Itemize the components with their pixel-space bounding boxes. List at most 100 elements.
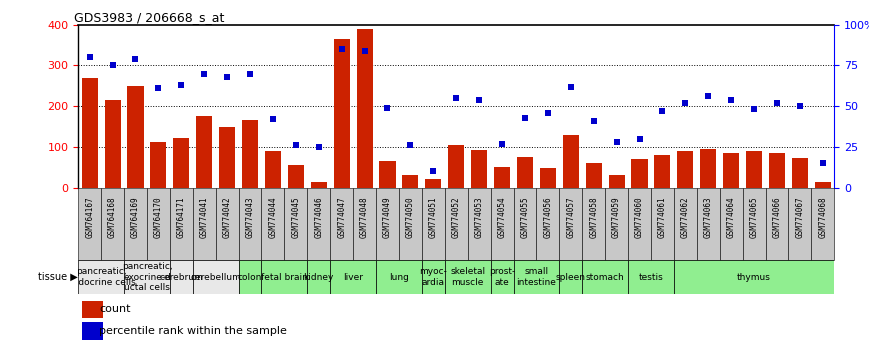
Point <box>518 115 532 120</box>
Text: GSM774050: GSM774050 <box>406 196 415 238</box>
Bar <box>193 260 239 294</box>
Bar <box>517 157 533 188</box>
Point <box>747 107 761 112</box>
Point <box>289 142 302 148</box>
Text: myoc-
ardia: myoc- ardia <box>420 267 448 287</box>
Bar <box>239 188 262 260</box>
Text: skeletal
muscle: skeletal muscle <box>450 267 485 287</box>
Bar <box>628 188 651 260</box>
Bar <box>82 322 103 340</box>
Point <box>106 63 120 68</box>
Bar <box>494 167 510 188</box>
Bar <box>743 188 766 260</box>
Text: GSM774064: GSM774064 <box>726 196 736 238</box>
Bar <box>445 260 491 294</box>
Text: GSM774068: GSM774068 <box>819 196 827 238</box>
Text: GSM764168: GSM764168 <box>108 196 117 238</box>
Point <box>243 71 257 76</box>
Text: prost-
ate: prost- ate <box>489 267 515 287</box>
Bar <box>628 260 673 294</box>
Bar <box>242 120 258 188</box>
Point <box>495 141 509 147</box>
Text: GSM774066: GSM774066 <box>773 196 781 238</box>
Point <box>335 46 348 52</box>
Text: GDS3983 / 206668_s_at: GDS3983 / 206668_s_at <box>75 11 225 24</box>
Text: GSM774041: GSM774041 <box>200 196 209 238</box>
Text: GSM774060: GSM774060 <box>635 196 644 238</box>
Bar <box>563 135 579 188</box>
Text: fetal brain: fetal brain <box>261 273 308 281</box>
Text: tissue ▶: tissue ▶ <box>38 272 78 282</box>
Point <box>312 144 326 150</box>
Text: GSM774065: GSM774065 <box>750 196 759 238</box>
Text: GSM774067: GSM774067 <box>795 196 805 238</box>
Bar <box>169 188 193 260</box>
Text: pancreatic,
exocrine-d
uctal cells: pancreatic, exocrine-d uctal cells <box>122 262 172 292</box>
Bar <box>82 301 103 318</box>
Bar <box>380 161 395 188</box>
Bar <box>173 138 189 188</box>
Text: GSM774042: GSM774042 <box>222 196 232 238</box>
Bar <box>560 260 582 294</box>
Point <box>381 105 395 111</box>
Bar <box>788 188 812 260</box>
Bar <box>150 142 167 188</box>
Text: GSM774051: GSM774051 <box>428 196 438 238</box>
Text: GSM764170: GSM764170 <box>154 196 163 238</box>
Text: GSM774063: GSM774063 <box>704 196 713 238</box>
Bar <box>101 188 124 260</box>
Point <box>793 103 806 109</box>
Bar <box>216 188 239 260</box>
Bar <box>608 176 625 188</box>
Text: cerebellum: cerebellum <box>190 273 241 281</box>
Text: stomach: stomach <box>586 273 625 281</box>
Text: spleen: spleen <box>556 273 586 281</box>
Point <box>655 108 669 114</box>
Point <box>151 85 165 91</box>
Text: GSM774055: GSM774055 <box>521 196 529 238</box>
Bar <box>169 260 193 294</box>
Bar <box>104 100 121 188</box>
Text: GSM774056: GSM774056 <box>543 196 553 238</box>
Point <box>587 118 600 124</box>
Bar <box>815 182 831 188</box>
Bar <box>425 179 441 188</box>
Bar <box>262 260 308 294</box>
Bar <box>78 188 101 260</box>
Bar <box>330 188 353 260</box>
Text: GSM774061: GSM774061 <box>658 196 667 238</box>
Text: GSM774044: GSM774044 <box>269 196 277 238</box>
Text: GSM774047: GSM774047 <box>337 196 346 238</box>
Text: lung: lung <box>389 273 409 281</box>
Bar <box>334 39 349 188</box>
Bar <box>265 151 281 188</box>
Bar <box>812 188 834 260</box>
Bar <box>468 188 491 260</box>
Bar <box>421 188 445 260</box>
Bar <box>124 260 169 294</box>
Text: GSM774053: GSM774053 <box>474 196 484 238</box>
Bar <box>651 188 673 260</box>
Point <box>679 100 693 106</box>
Point <box>129 56 143 62</box>
Bar <box>514 188 536 260</box>
Bar <box>262 188 284 260</box>
Bar <box>471 150 488 188</box>
Bar <box>746 151 762 188</box>
Bar <box>605 188 628 260</box>
Point <box>541 110 554 115</box>
Bar <box>147 188 169 260</box>
Text: count: count <box>99 304 131 314</box>
Text: GSM774058: GSM774058 <box>589 196 598 238</box>
Bar <box>82 78 97 188</box>
Text: kidney: kidney <box>303 273 334 281</box>
Point <box>403 142 417 148</box>
Text: GSM774049: GSM774049 <box>383 196 392 238</box>
Text: GSM774052: GSM774052 <box>452 196 461 238</box>
Text: cerebrum: cerebrum <box>159 273 203 281</box>
Bar <box>356 29 373 188</box>
Point <box>610 139 624 145</box>
Bar <box>448 145 464 188</box>
Bar <box>330 260 376 294</box>
Bar <box>677 151 693 188</box>
